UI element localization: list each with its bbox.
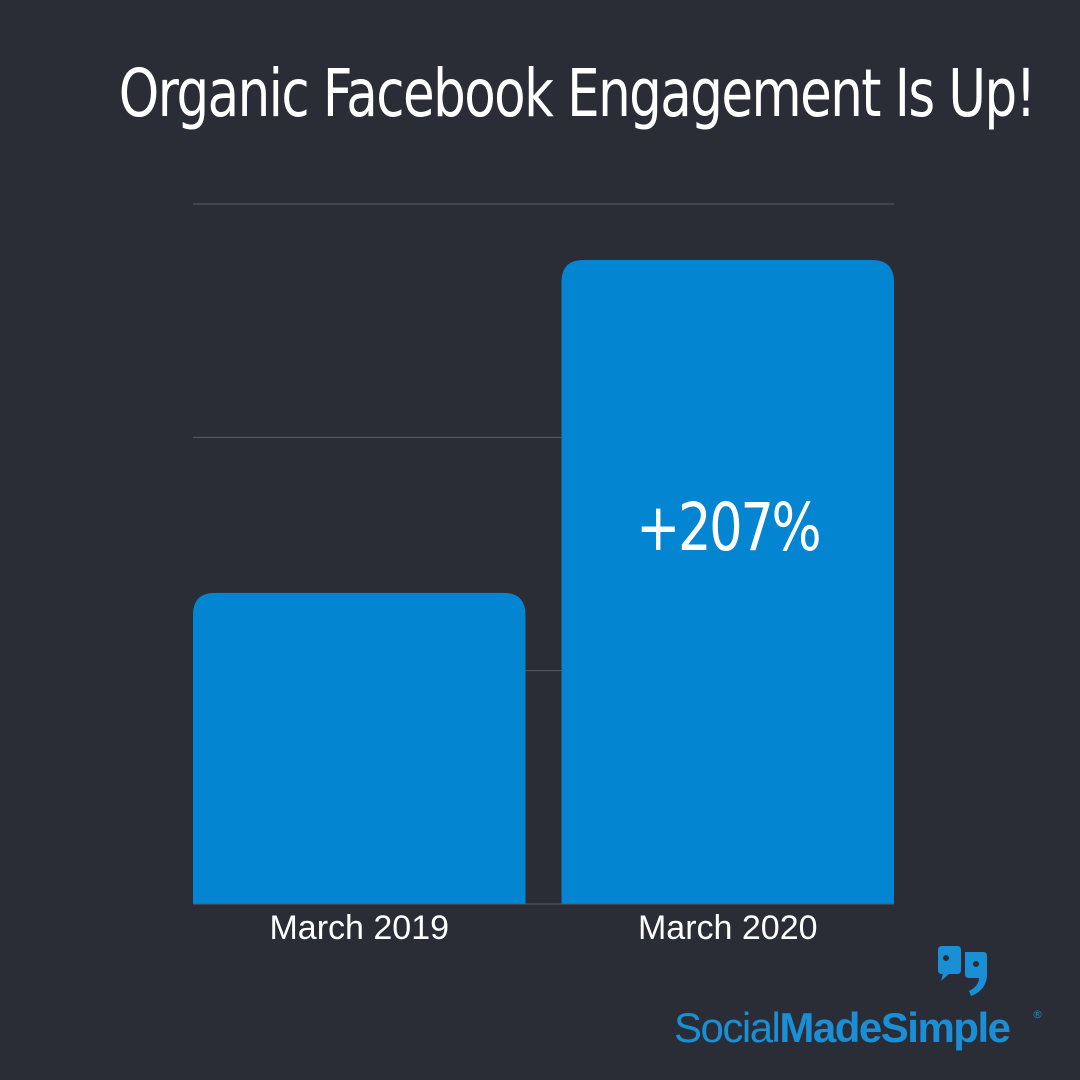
brand-word-made: Made xyxy=(779,1004,882,1051)
registered-mark: ® xyxy=(1032,1008,1043,1021)
bar-march-2019 xyxy=(193,592,526,904)
bar-march-2020 xyxy=(561,260,894,904)
data-label: +207% xyxy=(636,490,819,566)
brand-wordmark: SocialMadeSimple xyxy=(674,1004,1011,1052)
chart-title: Organic Facebook Engagement Is Up! xyxy=(118,55,1036,132)
labels: March 2019 March 2020 +207% xyxy=(269,490,821,947)
x-tick-label: March 2019 xyxy=(269,909,449,947)
brand-word-simple: Simple xyxy=(880,1004,1011,1051)
x-tick-label: March 2020 xyxy=(638,909,818,947)
brand-word-social: Social xyxy=(674,1004,781,1051)
bars xyxy=(193,260,894,904)
speech-quote-icon xyxy=(938,946,987,996)
brand-logo: SocialMadeSimple ® xyxy=(660,940,1060,1060)
